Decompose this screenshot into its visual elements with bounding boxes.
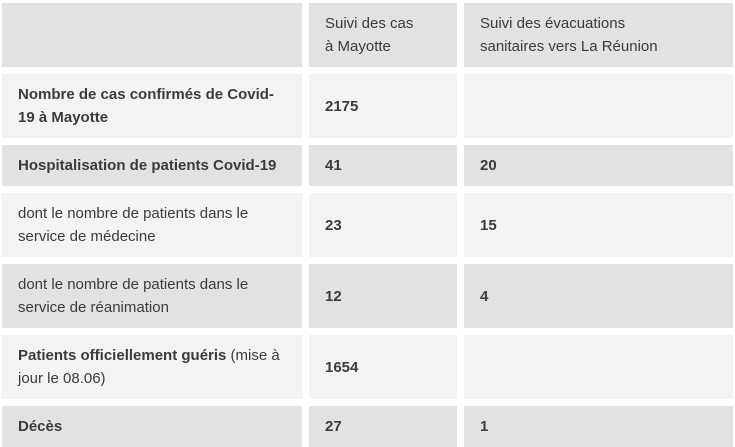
header-col-reunion: Suivi des évacuations sanitaires vers La… <box>464 3 733 67</box>
table-row: Nombre de cas confirmés de Covid-19 à Ma… <box>2 74 733 138</box>
table-row: Patients officiellement guéris (mise à j… <box>2 335 733 399</box>
value-mayotte: 12 <box>309 264 457 328</box>
row-label-main: Patients officiellement guéris <box>18 347 227 364</box>
value-reunion: 4 <box>464 264 733 328</box>
row-label: dont le nombre de patients dans le servi… <box>2 193 302 257</box>
header-col-mayotte-line1: Suivi des cas <box>325 15 414 32</box>
table-row: dont le nombre de patients dans le servi… <box>2 264 733 328</box>
header-col-reunion-line1: Suivi des évacuations <box>480 15 626 32</box>
value-reunion <box>464 335 733 399</box>
row-label: Nombre de cas confirmés de Covid-19 à Ma… <box>2 74 302 138</box>
row-label-note: (mise à jour le 08.06) <box>18 347 280 387</box>
value-reunion: 1 <box>464 406 733 447</box>
header-col-mayotte: Suivi des cas à Mayotte <box>309 3 457 67</box>
value-mayotte: 1654 <box>309 335 457 399</box>
row-label: Décès <box>2 406 302 447</box>
header-empty-cell <box>2 3 302 67</box>
table-row: Hospitalisation de patients Covid-19 41 … <box>2 145 733 186</box>
row-label: Hospitalisation de patients Covid-19 <box>2 145 302 186</box>
header-col-mayotte-line2: à Mayotte <box>325 38 391 55</box>
value-mayotte: 41 <box>309 145 457 186</box>
value-mayotte: 23 <box>309 193 457 257</box>
table-row: dont le nombre de patients dans le servi… <box>2 193 733 257</box>
row-label: dont le nombre de patients dans le servi… <box>2 264 302 328</box>
value-reunion: 20 <box>464 145 733 186</box>
value-mayotte: 27 <box>309 406 457 447</box>
value-reunion <box>464 74 733 138</box>
value-mayotte: 2175 <box>309 74 457 138</box>
value-reunion: 15 <box>464 193 733 257</box>
table-row: Décès 27 1 <box>2 406 733 447</box>
row-label: Patients officiellement guéris (mise à j… <box>2 335 302 399</box>
header-col-reunion-line2: sanitaires vers La Réunion <box>480 38 658 55</box>
header-row: Suivi des cas à Mayotte Suivi des évacua… <box>2 3 733 67</box>
